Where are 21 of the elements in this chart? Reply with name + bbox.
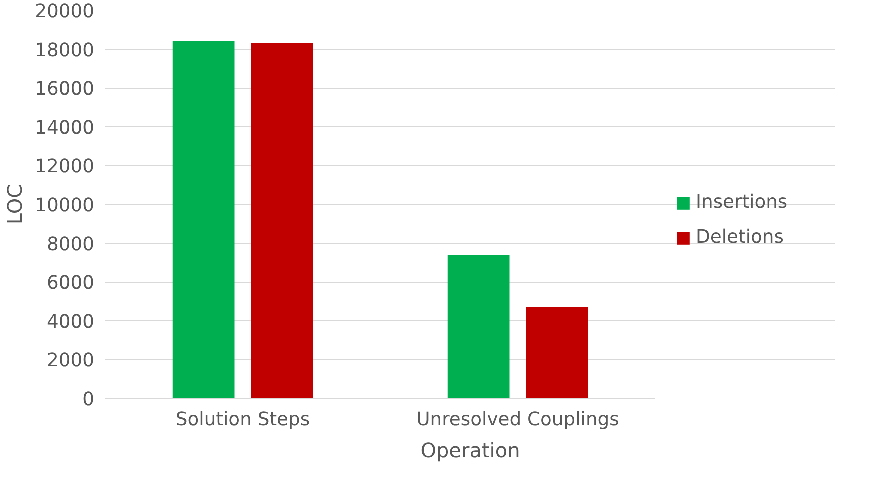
y-tick-label: 20000 [35, 2, 95, 22]
y-tick-label: 4000 [47, 312, 95, 333]
y-tick-label: 0 [82, 390, 95, 410]
y-tick-label: 2000 [47, 350, 95, 372]
bar [251, 43, 314, 398]
y-tick-label: 16000 [35, 79, 95, 100]
y-axis-title: LOC [3, 184, 28, 225]
y-tick-label: 18000 [35, 40, 95, 62]
legend-label: Insertions [696, 192, 788, 213]
y-tick-label: 6000 [47, 273, 95, 294]
y-tick-label: 14000 [35, 118, 95, 139]
x-axis-title: Operation [420, 438, 520, 462]
legend-label: Deletions [696, 227, 784, 248]
y-tick-label: 10000 [35, 196, 95, 216]
y-tick-label: 12000 [35, 156, 95, 178]
bar [172, 42, 235, 398]
bar [448, 254, 510, 398]
bar [526, 307, 588, 398]
x-tick-label: Solution Steps [176, 410, 310, 430]
y-tick-label: 8000 [47, 234, 95, 256]
x-tick-label: Unresolved Couplings [416, 410, 620, 430]
